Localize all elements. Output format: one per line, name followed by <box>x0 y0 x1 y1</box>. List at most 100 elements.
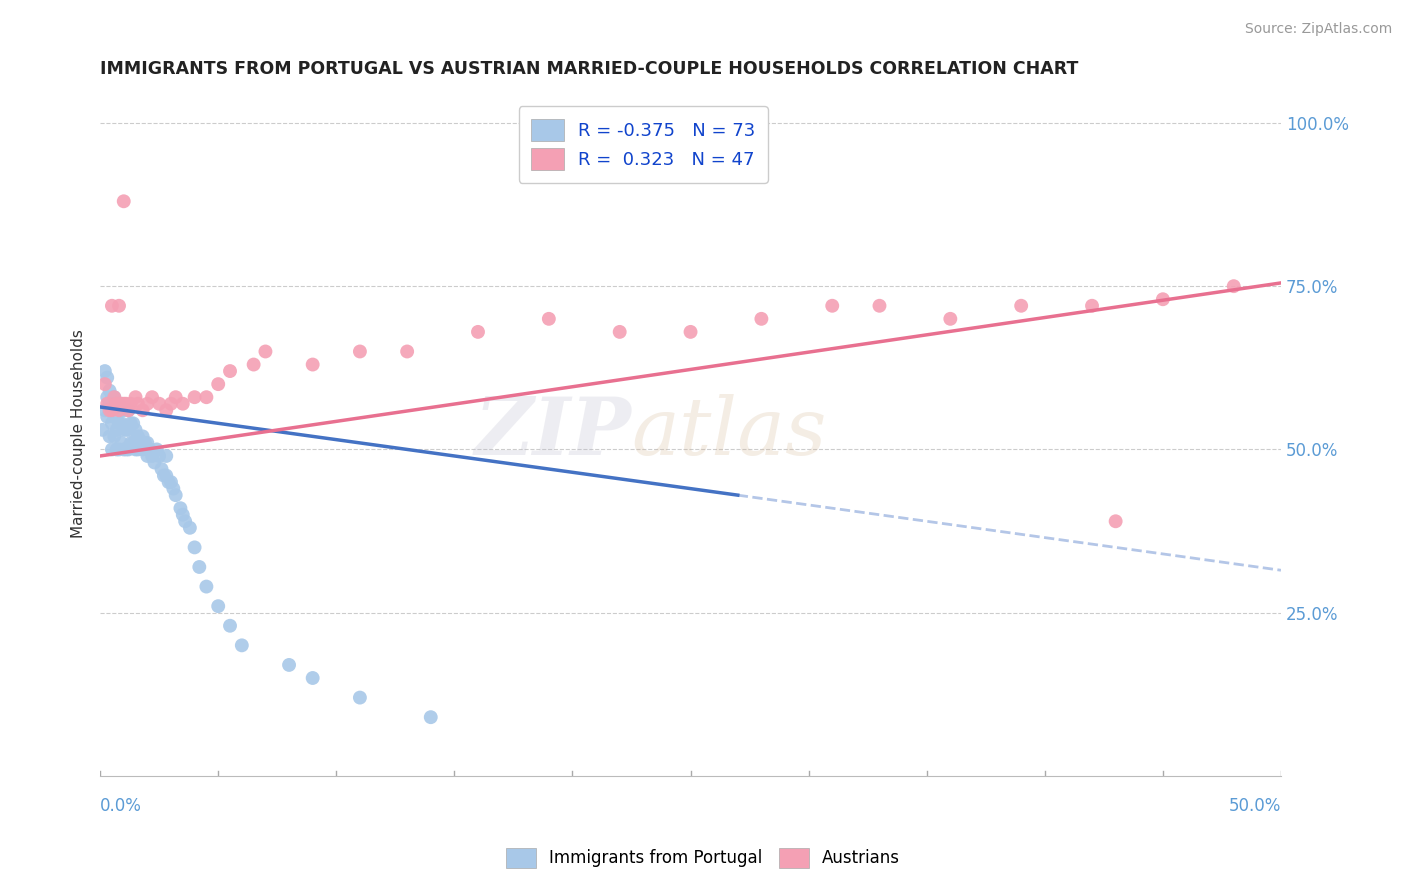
Point <box>136 449 159 463</box>
Point <box>105 397 128 411</box>
Point <box>207 377 229 392</box>
Point <box>115 442 138 457</box>
Point <box>396 344 419 359</box>
Point <box>278 657 301 672</box>
Point <box>174 514 197 528</box>
Point <box>751 311 773 326</box>
Point <box>94 403 117 417</box>
Point <box>124 442 146 457</box>
Point <box>112 194 135 209</box>
Point <box>136 397 159 411</box>
Point <box>105 397 128 411</box>
Point <box>131 429 153 443</box>
Point <box>537 311 560 326</box>
Point <box>609 325 631 339</box>
Point <box>160 475 183 489</box>
Point <box>1152 292 1174 306</box>
Point <box>349 344 371 359</box>
Point <box>101 403 124 417</box>
Point <box>98 429 121 443</box>
Point <box>183 541 205 555</box>
Point <box>117 403 139 417</box>
Point <box>349 690 371 705</box>
Point <box>172 508 194 522</box>
Point <box>165 488 187 502</box>
Point <box>101 390 124 404</box>
Point <box>136 436 159 450</box>
Point <box>219 364 242 378</box>
Point <box>169 501 191 516</box>
Point <box>108 299 131 313</box>
Point <box>148 449 170 463</box>
Point <box>146 442 169 457</box>
Point <box>207 599 229 614</box>
Point <box>467 325 489 339</box>
Point <box>96 409 118 424</box>
Point <box>96 390 118 404</box>
Point <box>1081 299 1104 313</box>
Point <box>103 409 125 424</box>
Point <box>242 358 264 372</box>
Point <box>157 475 180 489</box>
Y-axis label: Married-couple Households: Married-couple Households <box>72 328 86 538</box>
Text: 50.0%: 50.0% <box>1229 797 1281 814</box>
Point <box>124 423 146 437</box>
Point <box>869 299 891 313</box>
Point <box>153 468 176 483</box>
Point <box>94 377 117 392</box>
Point <box>103 429 125 443</box>
Point <box>131 442 153 457</box>
Point <box>122 417 145 431</box>
Point <box>103 390 125 404</box>
Point <box>231 638 253 652</box>
Point <box>821 299 844 313</box>
Point <box>138 442 160 457</box>
Point <box>112 442 135 457</box>
Point <box>96 397 118 411</box>
Point <box>419 710 441 724</box>
Point <box>155 403 177 417</box>
Point <box>219 619 242 633</box>
Point <box>112 397 135 411</box>
Point <box>115 397 138 411</box>
Point <box>110 417 132 431</box>
Point <box>127 397 149 411</box>
Text: IMMIGRANTS FROM PORTUGAL VS AUSTRIAN MARRIED-COUPLE HOUSEHOLDS CORRELATION CHART: IMMIGRANTS FROM PORTUGAL VS AUSTRIAN MAR… <box>100 60 1078 78</box>
Point <box>131 403 153 417</box>
Point <box>301 671 323 685</box>
Point <box>124 390 146 404</box>
Point <box>108 403 131 417</box>
Point <box>679 325 702 339</box>
Point <box>117 442 139 457</box>
Point <box>143 455 166 469</box>
Point <box>120 436 142 450</box>
Point <box>129 436 152 450</box>
Point <box>1010 299 1032 313</box>
Point <box>122 436 145 450</box>
Point <box>183 390 205 404</box>
Point <box>117 423 139 437</box>
Point <box>98 403 121 417</box>
Point <box>150 462 173 476</box>
Point <box>141 449 163 463</box>
Point <box>162 482 184 496</box>
Point <box>127 429 149 443</box>
Point <box>108 397 131 411</box>
Point <box>91 423 114 437</box>
Point <box>134 436 156 450</box>
Point <box>108 442 131 457</box>
Point <box>103 390 125 404</box>
Text: ZIP: ZIP <box>475 394 631 472</box>
Text: Source: ZipAtlas.com: Source: ZipAtlas.com <box>1244 22 1392 37</box>
Point <box>155 449 177 463</box>
Point <box>112 423 135 437</box>
Point <box>101 442 124 457</box>
Point <box>120 417 142 431</box>
Point <box>301 358 323 372</box>
Text: atlas: atlas <box>631 394 827 472</box>
Point <box>141 390 163 404</box>
Point <box>98 384 121 398</box>
Point <box>110 403 132 417</box>
Point <box>105 423 128 437</box>
Point <box>112 403 135 417</box>
